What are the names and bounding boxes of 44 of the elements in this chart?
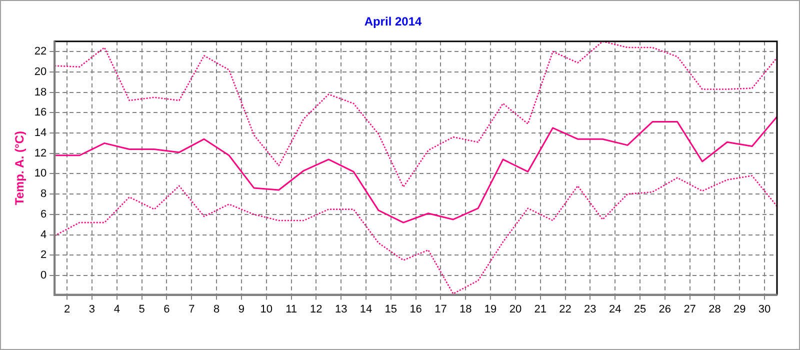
y-tick-label: 0	[40, 269, 47, 282]
x-tick-label: 29	[734, 303, 746, 316]
x-tick-label: 13	[334, 303, 348, 316]
y-tick-label: 2	[40, 249, 47, 262]
y-tick-label: 20	[34, 66, 47, 78]
x-tick-label: 26	[658, 303, 672, 316]
x-tick-label: 18	[460, 303, 472, 316]
x-tick-label: 2	[64, 303, 70, 316]
x-tick-label: 22	[559, 303, 572, 316]
x-tick-label: 7	[188, 303, 195, 316]
x-tick-label: 15	[384, 303, 398, 316]
x-tick-label: 11	[286, 303, 297, 316]
y-tick-label: 16	[34, 106, 47, 119]
x-tick-label: 3	[88, 303, 96, 316]
y-tick-label: 18	[34, 86, 47, 98]
line-series	[54, 41, 777, 188]
y-tick-label: 12	[34, 147, 47, 160]
chart-title: April 2014	[364, 14, 422, 29]
y-tick-label: 8	[40, 188, 47, 200]
x-tick-label: 19	[484, 303, 497, 316]
y-tick-label: 14	[34, 127, 47, 140]
x-tick-label: 20	[509, 303, 522, 316]
x-tick-label: 23	[584, 303, 596, 316]
x-tick-label: 14	[360, 303, 372, 316]
x-tick-label: 8	[213, 303, 220, 316]
x-tick-label: 21	[534, 303, 546, 316]
x-tick-label: 24	[608, 303, 622, 316]
x-tick-label: 27	[684, 303, 696, 316]
x-tick-label: 12	[310, 303, 322, 316]
y-axis-title: Temp. A. (°C)	[12, 131, 27, 206]
x-tick-label: 4	[114, 303, 120, 316]
y-tick-label: 10	[34, 168, 47, 180]
x-tick-label: 16	[410, 303, 422, 316]
x-tick-label: 10	[260, 303, 272, 316]
y-tick-label: 4	[40, 228, 47, 241]
y-tick-label: 22	[34, 46, 47, 58]
x-tick-label: 17	[434, 303, 447, 316]
x-tick-label: 30	[758, 303, 771, 316]
x-tick-label: 25	[634, 303, 646, 316]
y-tick-label: 6	[40, 208, 47, 220]
x-tick-label: 5	[138, 303, 145, 316]
x-tick-label: 28	[708, 303, 721, 316]
x-tick-label: 9	[238, 303, 245, 316]
x-tick-label: 6	[164, 303, 170, 316]
